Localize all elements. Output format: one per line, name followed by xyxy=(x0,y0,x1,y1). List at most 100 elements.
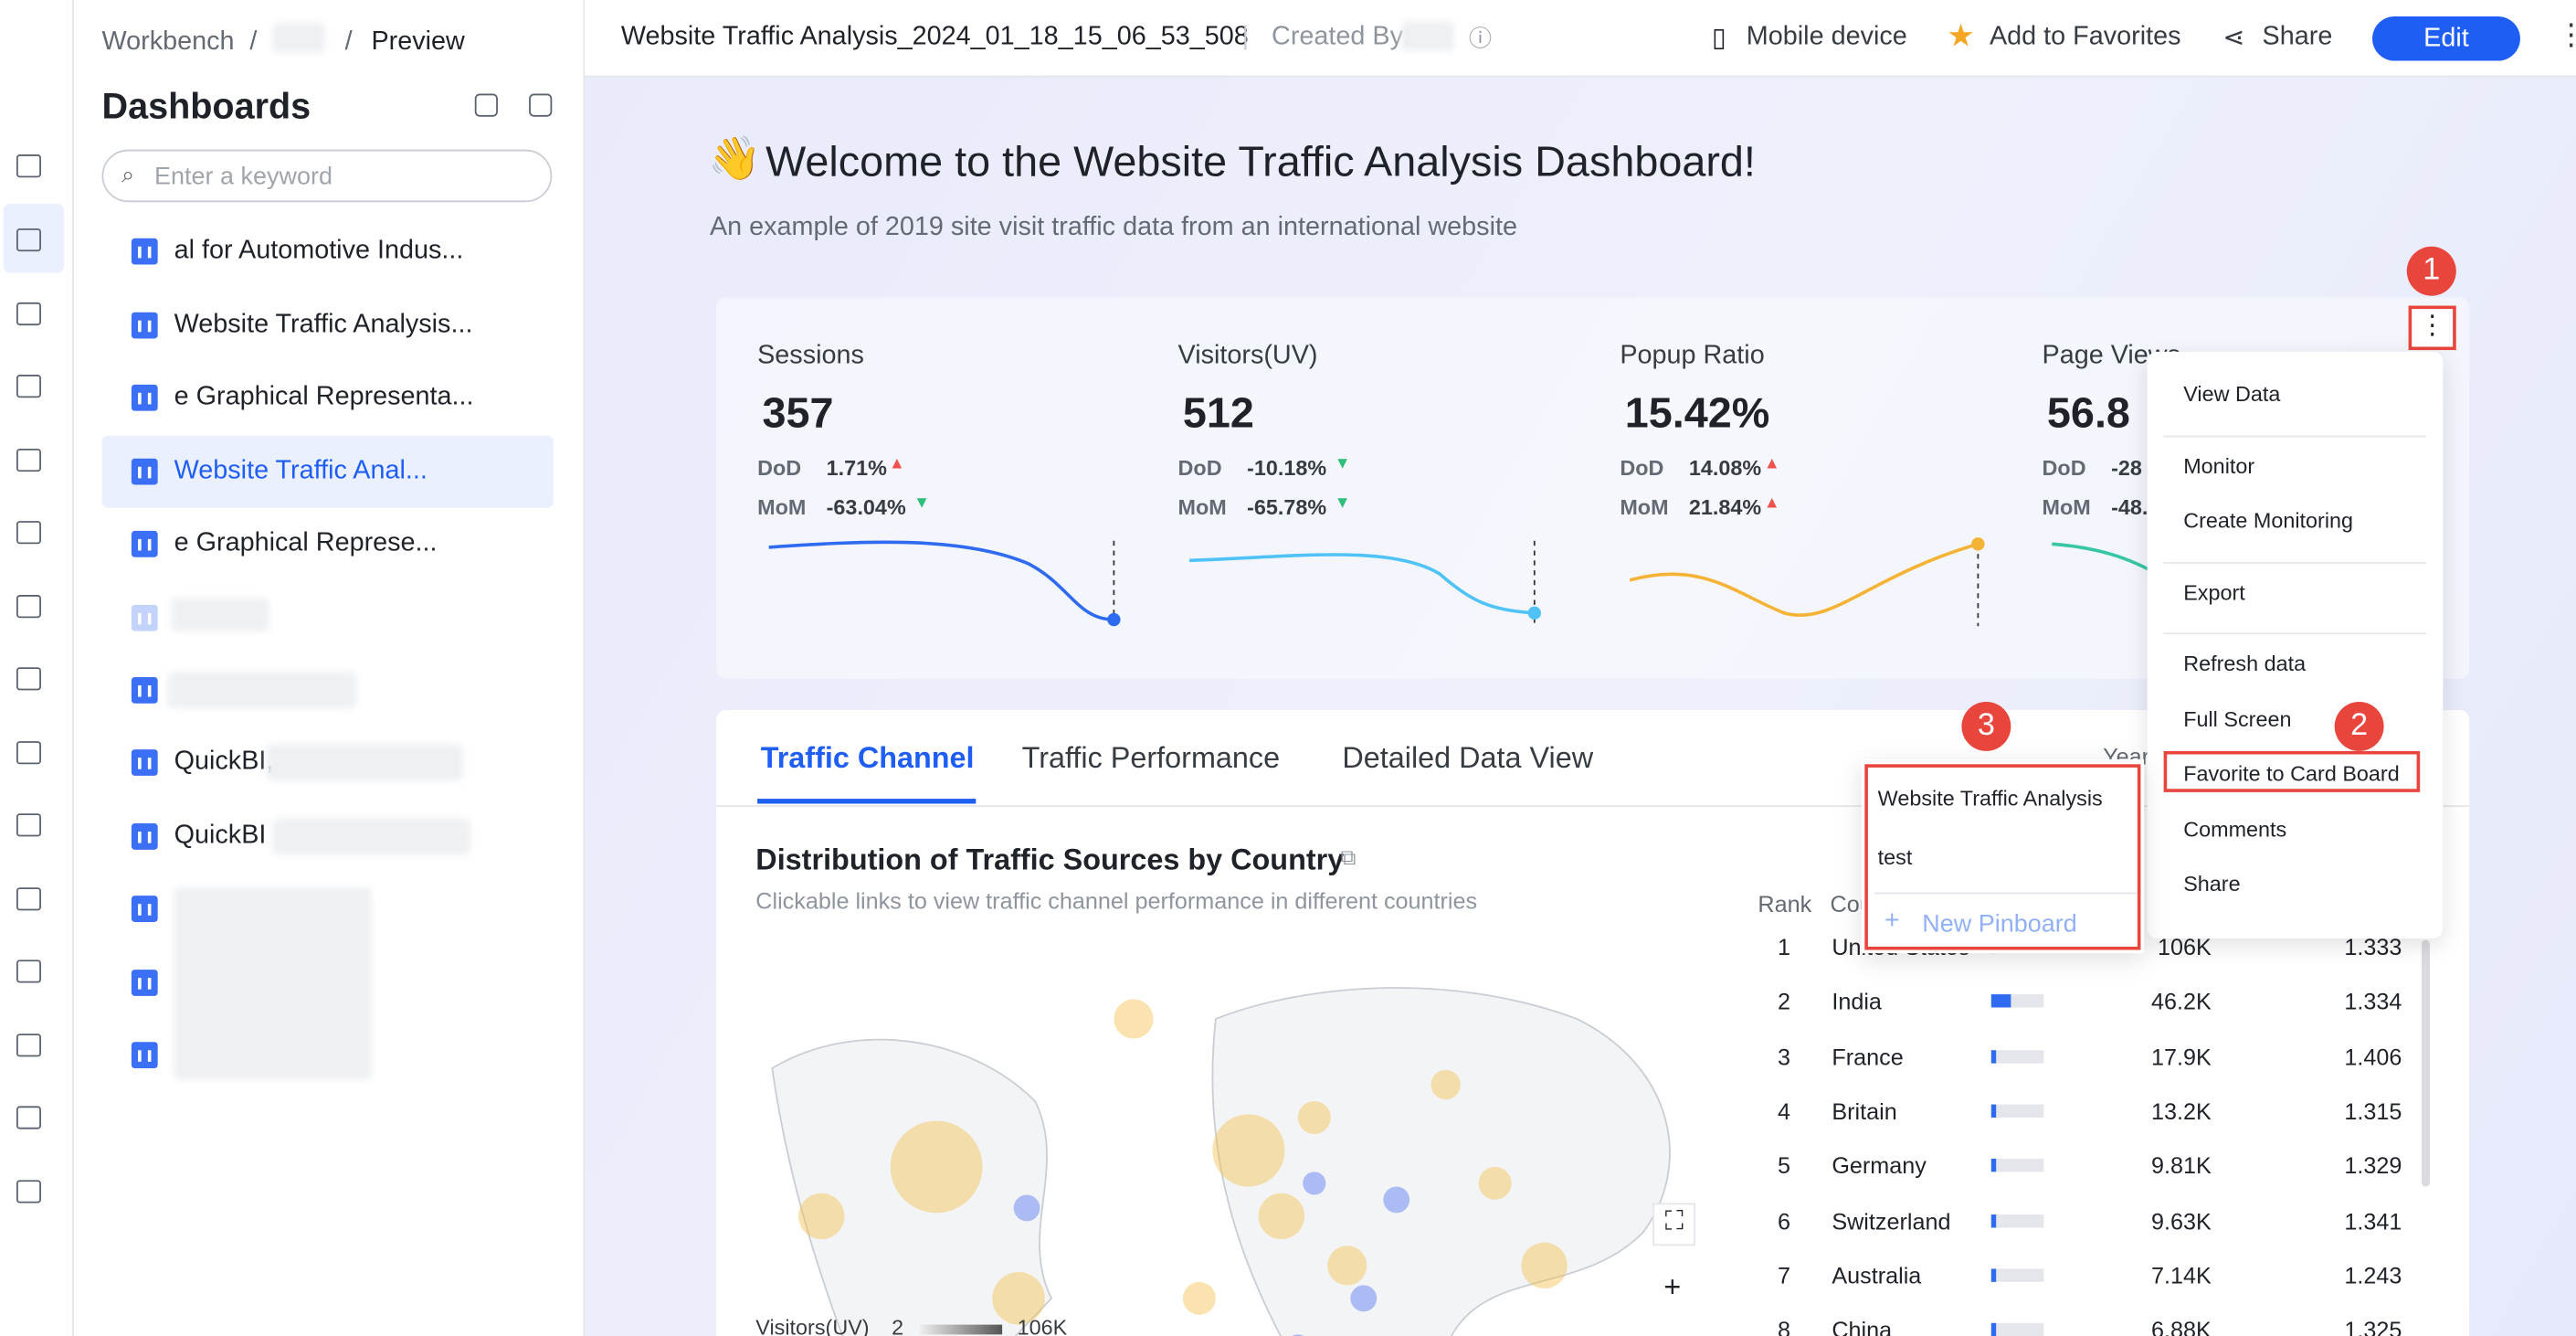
dashboard-item[interactable]: e Graphical Represe... xyxy=(174,529,438,557)
trend-arrow: ▲ xyxy=(1763,494,1780,514)
bubbles xyxy=(1013,1172,1410,1336)
rail-icon[interactable] xyxy=(16,448,41,472)
step-badge: 3 xyxy=(1961,701,2011,751)
pinboard-item[interactable]: test xyxy=(1877,844,1913,870)
tab[interactable]: Detailed Data View xyxy=(1342,741,1594,775)
rail-icon[interactable] xyxy=(16,154,41,178)
sep: / xyxy=(344,27,353,57)
mom-value: -65.78% xyxy=(1247,494,1327,520)
dashboard-item[interactable]: e Graphical Representa... xyxy=(174,383,474,411)
bar-fill xyxy=(1990,1214,1997,1227)
menu-item[interactable]: Favorite to Card Board xyxy=(2183,760,2400,786)
rank: 5 xyxy=(1777,1152,1790,1179)
sep: / xyxy=(249,27,258,57)
dash-icon xyxy=(131,1042,158,1069)
bar-track xyxy=(1990,1159,2044,1172)
rail-icon[interactable] xyxy=(16,595,41,619)
bar-fill xyxy=(1990,1268,1997,1282)
visitors: 7.14K xyxy=(2150,1261,2212,1288)
copy-icon: ⧉ xyxy=(1340,844,1357,870)
action[interactable]: Add to Favorites xyxy=(1989,23,2181,51)
context-menu: View Data Monitor Create Monitoring Export R… xyxy=(2147,351,2444,938)
rail-icon[interactable] xyxy=(16,813,41,837)
active-row xyxy=(101,435,554,508)
highlight xyxy=(1864,764,2141,950)
divider xyxy=(716,805,2470,808)
mom-label: MoM xyxy=(1177,494,1227,520)
sep: | xyxy=(1241,23,1250,51)
menu-item[interactable]: View Data xyxy=(2183,381,2281,407)
search[interactable]: Enter a keyword ⌕ xyxy=(101,149,553,203)
kpi-value: 512 xyxy=(1182,387,1254,438)
dash-icon xyxy=(131,604,158,631)
country: Germany xyxy=(1832,1152,1927,1179)
tab[interactable]: Traffic Performance xyxy=(1021,741,1281,775)
marker xyxy=(1527,606,1541,620)
dashboard-item[interactable]: QuickBI, xyxy=(174,748,274,776)
rail-icon[interactable] xyxy=(16,1034,41,1057)
dashboard-item[interactable]: QuickBI xyxy=(174,822,267,850)
menu-item[interactable]: Full Screen xyxy=(2183,705,2292,731)
chart-subtitle: Clickable links to view traffic channel … xyxy=(755,887,1478,914)
rail-icon[interactable] xyxy=(16,1106,41,1129)
menu-item[interactable]: Share xyxy=(2183,871,2241,896)
column-header: Rank xyxy=(1758,890,1812,917)
rail-icon[interactable] xyxy=(16,375,41,398)
dashboard-item[interactable]: Website Traffic Analysis... xyxy=(174,310,473,339)
rail-icon[interactable] xyxy=(16,741,41,765)
divider xyxy=(2163,561,2427,563)
more-button[interactable]: ⋮ xyxy=(2408,305,2456,351)
rail-icon[interactable] xyxy=(16,228,41,252)
tab[interactable]: Traffic Channel xyxy=(760,741,975,775)
rail-icon[interactable] xyxy=(16,667,41,691)
ratio: 1.334 xyxy=(2344,988,2402,1015)
rank: 8 xyxy=(1777,1316,1790,1336)
new-dashboard[interactable] xyxy=(529,93,553,117)
rail-icon[interactable] xyxy=(16,960,41,983)
ratio: 1.341 xyxy=(2344,1206,2402,1234)
edit-button[interactable]: Edit xyxy=(2372,16,2520,61)
country: France xyxy=(1832,1043,1904,1070)
dash-icon xyxy=(131,676,158,704)
menu-item[interactable]: Create Monitoring xyxy=(2183,507,2354,533)
dash-icon xyxy=(131,970,158,996)
country: Britain xyxy=(1832,1097,1897,1124)
visitors: 6.88K xyxy=(2150,1316,2212,1336)
sparkline xyxy=(1189,553,1535,615)
rail-icon[interactable] xyxy=(16,887,41,911)
menu-item[interactable]: Monitor xyxy=(2183,452,2255,478)
menu-item[interactable]: Export xyxy=(2183,578,2245,604)
pinboard-item[interactable]: Website Traffic Analysis xyxy=(1877,785,2103,811)
breadcrumb[interactable]: Workbench xyxy=(101,27,235,57)
new-folder[interactable] xyxy=(474,93,498,117)
kpi-value: 56.8 xyxy=(2046,387,2130,438)
kpi-label: Popup Ratio xyxy=(1620,342,1765,370)
more[interactable]: ⋮ xyxy=(2556,18,2576,53)
bar-track xyxy=(1990,1322,2044,1336)
dash-icon xyxy=(131,749,158,776)
dashboard-item[interactable]: Website Traffic Anal... xyxy=(174,456,428,485)
step-badge: 1 xyxy=(2406,246,2456,296)
rail-active xyxy=(3,204,65,273)
new-pinboard[interactable]: New Pinboard xyxy=(1922,910,2077,938)
dod-value: -10.18% xyxy=(1247,455,1327,481)
dashboard-item[interactable]: al for Automotive Indus... xyxy=(174,236,464,265)
legend-label: Visitors(UV) xyxy=(755,1314,870,1336)
bar-fill xyxy=(1990,1159,1997,1172)
trend-arrow: ▼ xyxy=(913,494,931,514)
rail-icon[interactable] xyxy=(16,302,41,326)
rail-icon[interactable] xyxy=(16,1180,41,1203)
action[interactable]: Share xyxy=(2262,23,2333,51)
dash-icon xyxy=(131,312,158,339)
tab-underline xyxy=(757,799,977,804)
action[interactable]: Mobile device xyxy=(1746,23,1907,51)
zoom-fit[interactable]: ⛶ xyxy=(1652,1203,1696,1246)
menu-item[interactable]: Refresh data xyxy=(2183,651,2307,676)
bar-track xyxy=(1990,1268,2044,1282)
mom-label: MoM xyxy=(1620,494,1669,520)
rail-icon[interactable] xyxy=(16,521,41,545)
visitors: 9.63K xyxy=(2150,1206,2212,1234)
created-by: Created By: xyxy=(1272,23,1410,51)
menu-item[interactable]: Comments xyxy=(2183,815,2287,841)
zoom-in[interactable]: + xyxy=(1652,1268,1693,1309)
